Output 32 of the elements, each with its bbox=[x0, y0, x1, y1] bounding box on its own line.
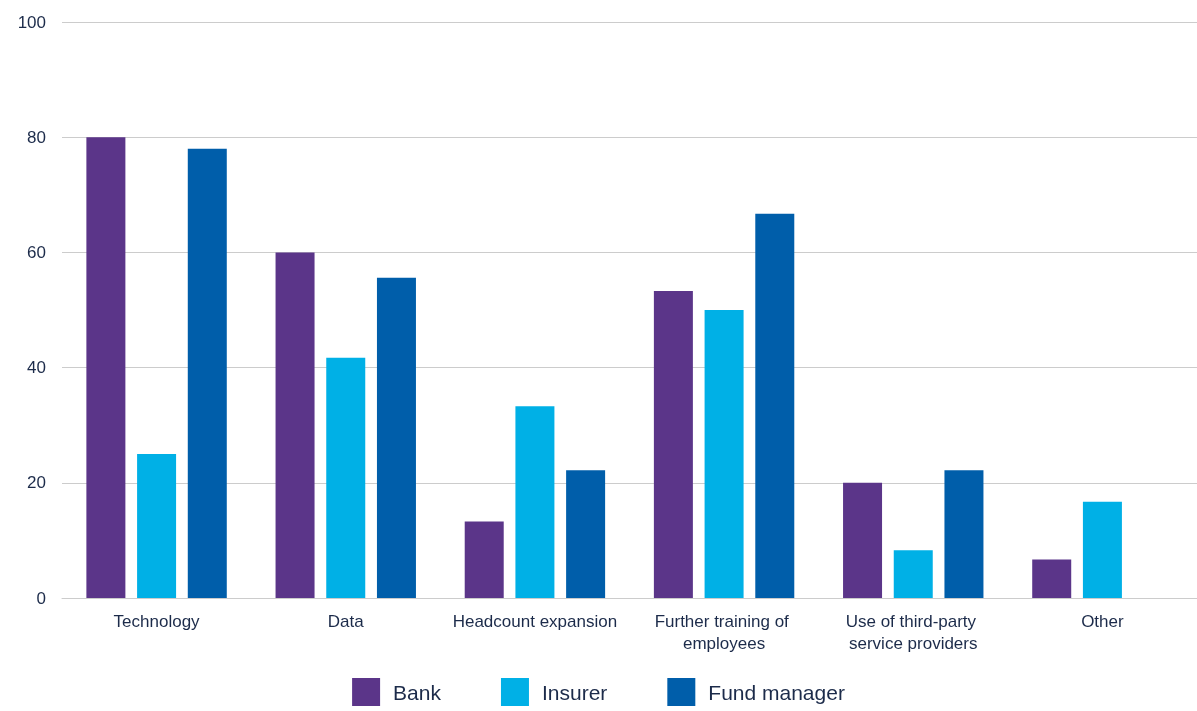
bar bbox=[464, 521, 504, 598]
x-tick-label: Technology bbox=[113, 611, 201, 631]
bar bbox=[1032, 559, 1072, 598]
bar bbox=[944, 470, 984, 598]
x-tick-label: Further training of employees bbox=[654, 611, 794, 653]
bar bbox=[566, 470, 606, 598]
x-tick-label: Headcount expansion bbox=[452, 611, 618, 631]
bar bbox=[515, 406, 555, 598]
bar bbox=[376, 277, 416, 598]
bar bbox=[843, 482, 883, 598]
bar bbox=[137, 454, 177, 598]
x-tick-label: Use of third-party service providers bbox=[845, 611, 981, 653]
x-tick-label: Data bbox=[327, 611, 365, 631]
y-tick-label: 0 bbox=[36, 588, 46, 608]
y-tick-label: 40 bbox=[27, 358, 46, 378]
bar bbox=[187, 148, 227, 598]
bar bbox=[1082, 501, 1122, 598]
legend-label: Bank bbox=[393, 680, 442, 704]
y-tick-label: 80 bbox=[27, 127, 46, 147]
bar bbox=[653, 290, 693, 598]
bar bbox=[275, 252, 315, 598]
y-tick-label: 20 bbox=[27, 473, 46, 493]
x-tick-label: Other bbox=[1081, 611, 1125, 631]
y-tick-label: 60 bbox=[27, 242, 46, 262]
bar bbox=[893, 550, 933, 598]
bar bbox=[704, 310, 744, 598]
legend-label: Insurer bbox=[541, 680, 608, 704]
y-tick-label: 100 bbox=[17, 12, 46, 32]
bar bbox=[755, 213, 795, 598]
bar bbox=[326, 357, 366, 598]
legend-label: Fund manager bbox=[708, 680, 845, 704]
bar bbox=[86, 137, 126, 598]
